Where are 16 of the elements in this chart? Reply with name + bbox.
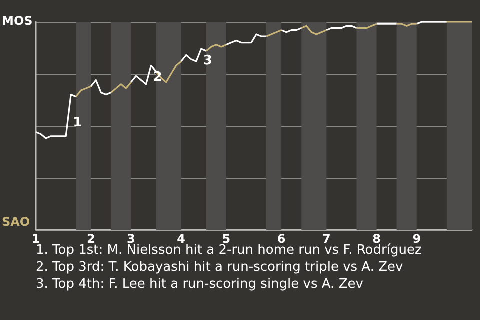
- x-tick-label: 1: [32, 232, 40, 246]
- x-tick-label: 9: [412, 232, 422, 246]
- x-tick-label: 7: [322, 232, 331, 246]
- text: 2. Top 3rd: T. Kobayashi hit a run-scoring triple vs A. Zev: [36, 260, 404, 275]
- annotation: 3: [203, 54, 212, 69]
- text: 3. Top 4th: F. Lee hit a run-scoring single vs A. Zev: [36, 277, 364, 292]
- text: MOS: [2, 14, 33, 28]
- x-tick-label: 2: [86, 232, 96, 246]
- x-tick-label: 4: [177, 232, 186, 246]
- x-tick-label: 3: [127, 232, 136, 246]
- text: 1. Top 1st: M. Nielsson hit a 2-run home run vs F. Rodríguez: [36, 243, 422, 258]
- annotation: 1: [73, 115, 82, 130]
- x-tick-label: 6: [277, 232, 286, 246]
- text: SAO: [2, 215, 30, 229]
- annotation: 2: [153, 70, 162, 86]
- x-tick-label: 8: [372, 232, 381, 246]
